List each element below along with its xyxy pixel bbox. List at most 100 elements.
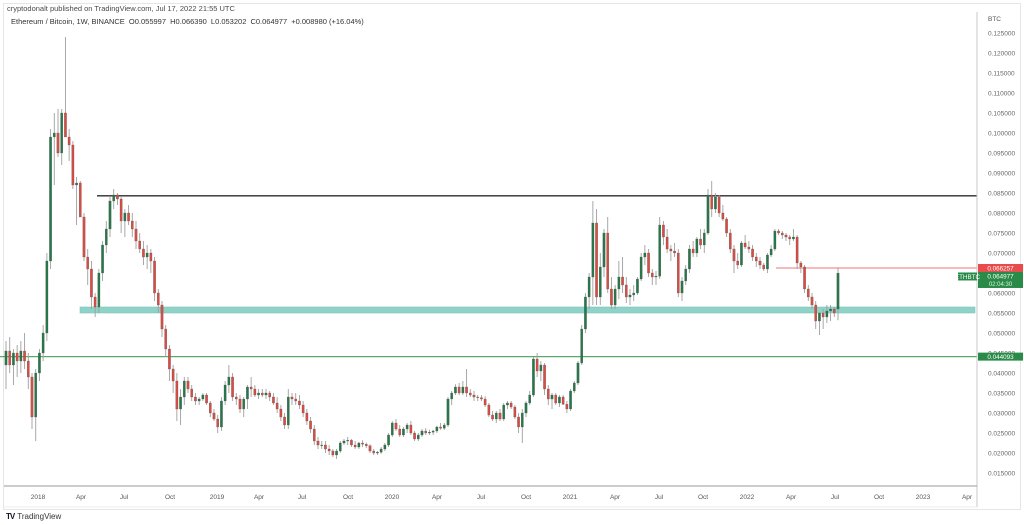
candle-down (781, 232, 784, 236)
candle-up (183, 380, 186, 398)
candle-up (420, 430, 424, 436)
candle-up (532, 358, 535, 396)
candle-up (45, 260, 49, 334)
candle-up (506, 402, 509, 406)
candle-up (825, 310, 829, 318)
candle-down (56, 132, 60, 154)
time-tick-label: Oct (698, 494, 708, 501)
candle-down (301, 404, 305, 414)
candle-down (353, 444, 357, 448)
low-value: L0.053202 (210, 17, 247, 26)
candle-up (836, 272, 840, 310)
candles-layer (4, 37, 840, 459)
candle-down (821, 312, 825, 318)
candle-down (621, 276, 624, 286)
time-tick-label: Apr (432, 494, 443, 501)
candle-up (695, 238, 699, 254)
candle-down (606, 232, 609, 290)
candle-down (231, 376, 234, 398)
candle-up (539, 364, 543, 372)
candle-down (157, 292, 160, 306)
candle-up (450, 392, 453, 400)
candle-up (528, 394, 531, 404)
candle-up (246, 386, 249, 400)
price-tick-label: 0.105000 (988, 111, 1015, 118)
candle-up (632, 292, 635, 296)
candle-up (257, 392, 260, 396)
candle-down (305, 412, 309, 422)
candle-down (86, 256, 89, 270)
price-tick-label: 0.030000 (988, 411, 1015, 418)
price-tick-label: 0.075000 (988, 231, 1015, 238)
time-tick-label: Oct (521, 494, 531, 501)
candle-down (168, 348, 171, 370)
candle-down (491, 414, 494, 420)
candle-down (316, 440, 320, 446)
chart-frame (3, 3, 1021, 510)
candle-down (509, 402, 513, 408)
candle-down (90, 268, 93, 298)
candle-down (595, 222, 598, 298)
candle-up (320, 444, 323, 446)
candle-up (220, 400, 223, 428)
candle-down (272, 396, 275, 404)
price-axis[interactable]: BTC 0.125000 0.120000 0.115000 0.110000 0.105… (976, 12, 1015, 507)
candle-down (755, 256, 758, 262)
candle-up (417, 434, 420, 440)
candle-up (346, 440, 349, 442)
candle-down (725, 218, 728, 234)
symbol-description[interactable]: Ethereum / Bitcoin, 1W, BINANCE (11, 17, 125, 26)
candle-down (833, 308, 836, 314)
candle-up (145, 252, 149, 258)
candle-up (339, 442, 342, 452)
candle-up (580, 328, 583, 364)
candle-down (439, 426, 442, 429)
candle-up (550, 394, 554, 400)
candle-down (71, 144, 75, 186)
candle-down (79, 182, 82, 218)
candle-up (766, 254, 769, 270)
candle-down (810, 296, 814, 306)
candle-down (732, 248, 736, 262)
candle-down (561, 396, 565, 405)
candle-down (535, 358, 539, 372)
candle-down (751, 248, 754, 258)
candle-down (294, 398, 297, 402)
time-axis[interactable]: 2018 Apr Jul Oct 2019 Apr Jul Oct 2020 Apr Jul Oct 2… (4, 485, 977, 508)
candle-up (49, 136, 52, 262)
candle-up (587, 276, 591, 298)
candle-up (524, 402, 528, 414)
candle-down (762, 264, 765, 270)
candle-down (93, 296, 97, 308)
candle-down (283, 416, 286, 426)
tradingview-logo-icon: TV (6, 512, 15, 521)
price-tick-label: 0.085000 (988, 191, 1015, 198)
support-price-label: 0.044093 (987, 354, 1014, 361)
candle-up (446, 398, 450, 426)
candle-down (261, 392, 264, 396)
candle-down (30, 376, 34, 418)
candle-down (743, 242, 747, 248)
candle-up (101, 244, 104, 274)
price-tick-label: 0.070000 (988, 251, 1015, 258)
price-tick-label: 0.090000 (988, 171, 1015, 178)
candle-down (153, 260, 156, 294)
candle-down (253, 388, 257, 396)
candle-up (495, 412, 498, 420)
candle-down (424, 430, 427, 434)
candle-down (669, 248, 673, 252)
price-tick-label: 0.125000 (988, 31, 1015, 38)
candle-down (543, 364, 546, 390)
candle-down (171, 368, 175, 382)
candle-down (610, 288, 613, 306)
candle-down (186, 380, 190, 390)
candle-up (335, 450, 338, 456)
candle-down (119, 198, 123, 222)
candle-up (558, 396, 561, 404)
candle-up (53, 132, 56, 138)
support-price-label-bg (978, 352, 1023, 361)
candle-down (127, 212, 130, 222)
recent-high-price-label-bg (978, 263, 1023, 272)
time-tick-label: 2019 (210, 494, 225, 501)
